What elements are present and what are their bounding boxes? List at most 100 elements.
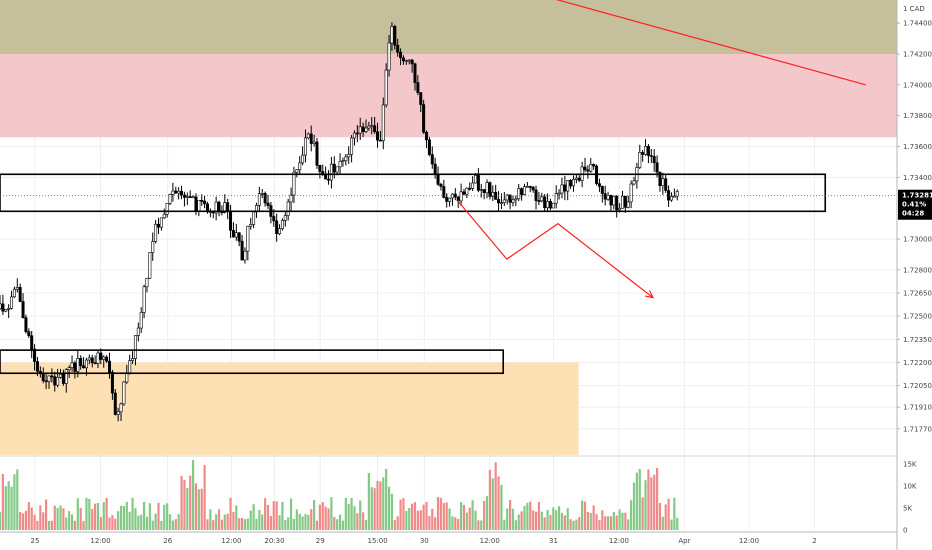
- candle-body: [623, 195, 627, 208]
- candle-body: [231, 230, 235, 238]
- price-tick-label: 1.73600: [903, 143, 932, 151]
- candle-body: [306, 133, 310, 139]
- volume-tick-label: 15K: [903, 461, 917, 469]
- candle-body: [488, 182, 492, 197]
- candle-body: [675, 191, 679, 197]
- arrow-head: [645, 290, 655, 299]
- time-tick-label: 26: [163, 537, 172, 545]
- volume-bar: [24, 510, 28, 530]
- volume-bar: [171, 520, 175, 530]
- candle-body: [315, 141, 319, 166]
- volume-bar: [272, 501, 275, 530]
- pink-zone: [0, 53, 897, 138]
- volume-bar: [232, 511, 235, 530]
- volume-bar: [592, 505, 595, 530]
- candle-body: [90, 357, 94, 364]
- drawn-boxes[interactable]: [0, 173, 897, 375]
- candle-body: [557, 192, 561, 195]
- volume-bar: [445, 502, 448, 530]
- volume-bar: [431, 508, 434, 530]
- volume-bar: [240, 517, 244, 530]
- volume-bar: [114, 518, 117, 530]
- volume-bar: [448, 508, 451, 530]
- candle-body: [347, 154, 351, 158]
- candle-body: [474, 175, 478, 184]
- candle-body: [381, 104, 385, 141]
- volume-bar: [189, 475, 192, 530]
- price-tick-label: 1.72800: [903, 266, 932, 274]
- volume-bar: [226, 513, 229, 530]
- volume-bar: [96, 503, 100, 530]
- volume-bar: [359, 500, 362, 530]
- candle-body: [309, 133, 313, 144]
- candle-body: [471, 182, 475, 189]
- volume-bar: [301, 516, 304, 530]
- candle-body: [197, 200, 201, 212]
- time-tick-label: 15:00: [368, 537, 388, 545]
- candle-body: [566, 180, 570, 192]
- volume-bar: [667, 498, 670, 530]
- volume-bar: [566, 508, 569, 530]
- candle-body: [67, 367, 71, 371]
- candle-body: [404, 60, 408, 62]
- volume-bar: [520, 511, 523, 530]
- volume-bar: [494, 462, 497, 530]
- volume-bar: [249, 510, 252, 530]
- volume-bar: [615, 515, 618, 530]
- trend-lines[interactable]: [457, 0, 866, 299]
- candle-body: [223, 202, 227, 213]
- candle-body: [465, 187, 469, 195]
- candle-body: [275, 220, 279, 235]
- candle-body: [289, 194, 293, 203]
- candle-body: [419, 92, 423, 105]
- price-axis[interactable]: 1 CAD 1.74400 1.74200 1.74000 1.73800 1.73600…: [896, 0, 932, 550]
- candle-body: [376, 131, 380, 141]
- volume-bar: [223, 514, 226, 530]
- volume-bar: [79, 507, 82, 530]
- volume-bar: [655, 467, 659, 530]
- candle-body: [355, 132, 359, 135]
- time-tick-label: 12:00: [221, 537, 241, 545]
- time-axis[interactable]: 25 12:00 26 12:00 20:30 29 15:00 30 12:00 31 12:00…: [0, 531, 897, 545]
- candle-body: [361, 126, 365, 132]
- volume-bar: [540, 511, 543, 530]
- volume-bar: [33, 514, 36, 530]
- volume-bar: [477, 520, 480, 530]
- price-tick-label: 1.72350: [903, 336, 932, 344]
- candle-body: [641, 152, 645, 155]
- candle-body: [609, 195, 613, 206]
- candle-body: [603, 193, 607, 200]
- candle-body: [226, 202, 230, 212]
- candle-body: [263, 193, 267, 204]
- currency-label: 1 CAD: [903, 5, 925, 13]
- candle-body: [180, 190, 184, 196]
- volume-bar: [160, 520, 163, 530]
- volume-bar: [73, 520, 77, 530]
- volume-bar: [451, 516, 454, 530]
- volume-bar: [145, 516, 149, 530]
- volume-bar: [627, 519, 630, 530]
- candle-body: [528, 186, 532, 188]
- candle-body: [116, 411, 120, 415]
- candle-body: [44, 380, 48, 383]
- volume-bar: [307, 514, 310, 530]
- volume-bar: [390, 493, 394, 530]
- candle-body: [600, 186, 604, 194]
- candle-body: [278, 228, 282, 235]
- volume-bar: [405, 511, 408, 530]
- volume-bar: [194, 483, 198, 530]
- volume-bar: [10, 486, 13, 530]
- candle-body: [560, 184, 564, 194]
- volume-bar: [523, 505, 526, 530]
- volume-bar: [517, 514, 520, 530]
- candle-body: [10, 296, 14, 309]
- volume-bar: [425, 501, 428, 530]
- candle-body: [76, 358, 80, 372]
- volume-bar: [644, 480, 647, 530]
- volume-bar: [370, 487, 373, 530]
- volume-bar: [387, 486, 391, 530]
- volume-bar: [344, 497, 347, 530]
- volume-bar: [330, 497, 333, 530]
- candle-body: [21, 301, 25, 318]
